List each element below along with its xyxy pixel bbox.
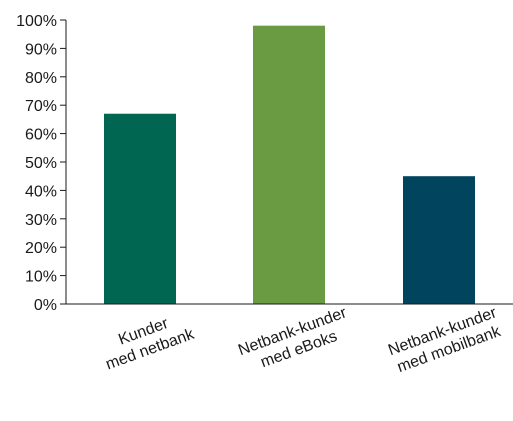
y-axis-ticks: 0% 10% 20% 30% 40% 50% 60% 70% 80% 90% 100% xyxy=(16,13,66,314)
y-tick-label: 70% xyxy=(25,98,57,115)
y-tick-label: 0% xyxy=(34,297,57,314)
y-tick-label: 80% xyxy=(25,70,57,87)
bar xyxy=(403,176,475,304)
bars xyxy=(104,25,475,305)
y-tick-label: 30% xyxy=(25,212,57,229)
y-tick-label: 20% xyxy=(25,240,57,257)
bar xyxy=(104,113,176,304)
bar xyxy=(253,25,325,305)
y-tick-label: 100% xyxy=(16,13,57,30)
y-tick-label: 10% xyxy=(25,269,57,286)
y-tick-label: 90% xyxy=(25,41,57,58)
y-tick-label: 40% xyxy=(25,183,57,200)
y-tick-label: 60% xyxy=(25,127,57,144)
y-tick-label: 50% xyxy=(25,155,57,172)
